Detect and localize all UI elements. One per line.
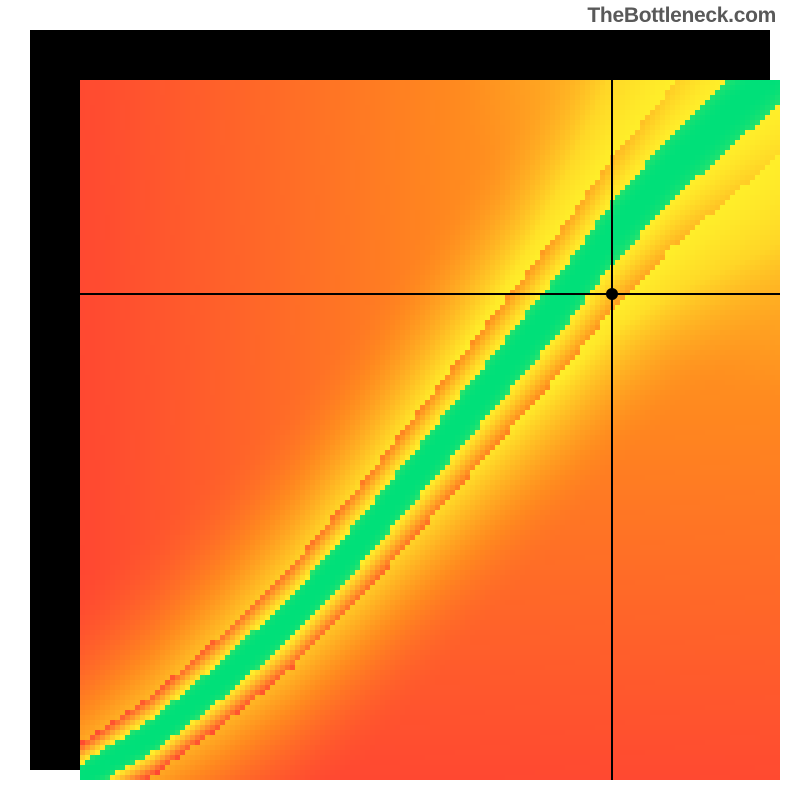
heatmap-canvas (80, 80, 780, 780)
chart-plot-area (80, 80, 780, 780)
crosshair-vertical (611, 80, 613, 780)
crosshair-horizontal (80, 293, 780, 295)
figure-container: TheBottleneck.com (0, 0, 800, 800)
marker-dot (606, 288, 618, 300)
chart-border (30, 30, 770, 770)
watermark-text: TheBottleneck.com (587, 4, 776, 28)
